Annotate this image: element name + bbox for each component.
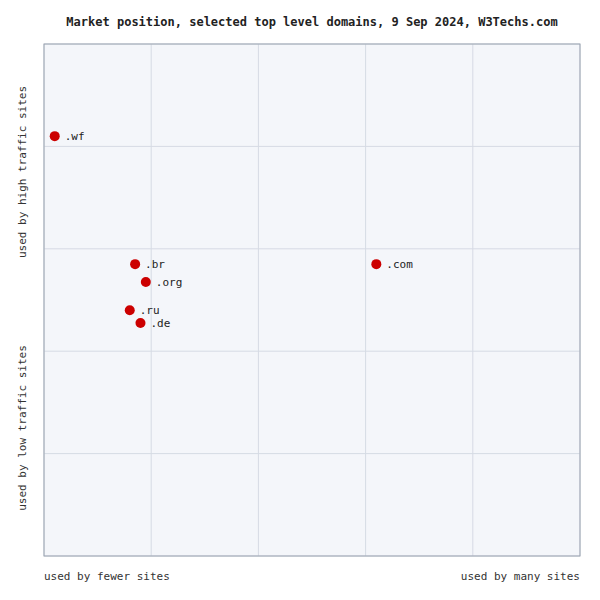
grid-line-y — [44, 351, 580, 352]
point-label: .de — [150, 317, 170, 330]
grid-line-y — [44, 248, 580, 249]
point — [130, 259, 140, 269]
grid-line-x — [472, 44, 473, 556]
plot-area — [44, 44, 580, 556]
point-label: .br — [145, 258, 165, 271]
plot-frame — [44, 44, 580, 556]
grid-line-x — [365, 44, 366, 556]
point — [371, 259, 381, 269]
title: Market position, selected top level doma… — [66, 15, 557, 29]
point — [50, 131, 60, 141]
points — [50, 131, 382, 328]
point-label: .com — [386, 258, 413, 271]
point — [125, 305, 135, 315]
point — [141, 277, 151, 287]
grid — [44, 44, 580, 556]
point-label: .wf — [65, 130, 85, 143]
grid-line-y — [44, 453, 580, 454]
point-labels: .wf .br .org .ru.de .com — [65, 130, 413, 330]
point-label: .ru — [140, 304, 160, 317]
x-label-right: used by many sites — [461, 570, 580, 583]
y-label-bottom: used by low traffic sites — [16, 345, 29, 511]
grid-line-y — [44, 146, 580, 147]
y-label-top: used by high traffic sites — [16, 86, 29, 258]
x-label-left: used by fewer sites — [44, 570, 170, 583]
grid-line-x — [151, 44, 152, 556]
point — [135, 318, 145, 328]
point-label: .org — [156, 276, 183, 289]
grid-line-x — [258, 44, 259, 556]
chart: .wf .br .org .ru.de .com Market position, sel… — [0, 0, 600, 600]
